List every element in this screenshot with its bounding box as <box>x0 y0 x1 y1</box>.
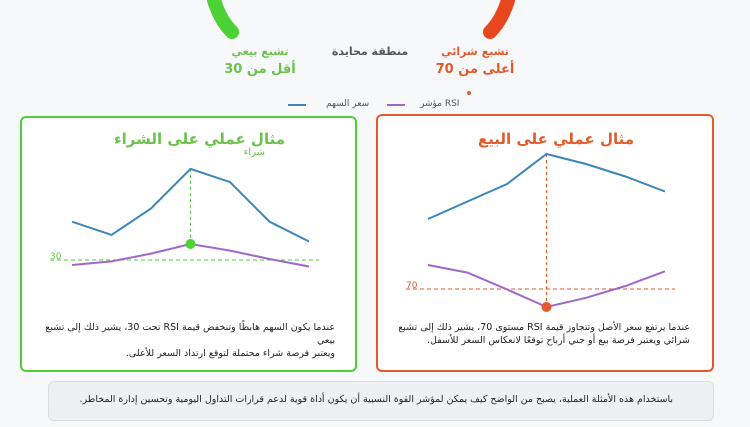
buy-example-title: مثال عملي على الشراء <box>113 130 285 148</box>
legend-rsi-swatch <box>387 104 405 106</box>
zone-oversold-label: تشبع بيعي <box>231 45 289 58</box>
sell-example-card: مثال عملي على البيع 70 عندما يرتفع سعر ا… <box>376 114 714 372</box>
sell-description: عندما يرتفع سعر الأصل وتتجاوز قيمة RSI م… <box>380 321 690 347</box>
sell-example-title: مثال عملي على البيع <box>477 130 634 148</box>
overbought-arc <box>483 0 515 39</box>
oversold-arc <box>207 0 239 39</box>
sell-level-label: 70 <box>406 281 418 291</box>
buy-description-line1: عندما يكون السهم هابطًا وتنخفض قيمة RSI … <box>45 322 335 346</box>
buy-chart-price-line <box>71 167 310 243</box>
zone-neutral: منطقة محايدة <box>330 45 410 58</box>
footer-text: باستخدام هذه الأمثلة العملية، يصبح من ال… <box>79 394 673 405</box>
zone-overbought-label: تشبع شرائي <box>441 45 509 58</box>
sell-description-line1: عندما يرتفع سعر الأصل وتتجاوز قيمة RSI م… <box>398 322 690 333</box>
zone-marker-dot <box>467 91 471 95</box>
sell-chart-price-line <box>427 152 666 220</box>
zone-overbought-threshold: أعلى من 70 <box>435 62 515 77</box>
buy-level-label: 30 <box>50 252 62 262</box>
zone-oversold: تشبع بيعي أقل من 30 <box>220 45 300 77</box>
legend-rsi-label: RSI مؤشر <box>420 99 460 109</box>
zone-overbought: تشبع شرائي أعلى من 70 <box>435 45 515 77</box>
sell-description-line2: شرائي ويعتبر فرصة بيع أو جني أرباح توقعً… <box>426 335 690 346</box>
buy-overlap-label: شراء <box>243 147 265 158</box>
zone-oversold-threshold: أقل من 30 <box>224 62 296 77</box>
legend-price-swatch <box>288 104 306 106</box>
footer-note: باستخدام هذه الأمثلة العملية، يصبح من ال… <box>48 381 714 421</box>
legend-price-label: سعر السهم <box>326 99 370 109</box>
zone-neutral-label: منطقة محايدة <box>331 45 409 58</box>
buy-description: عندما يكون السهم هابطًا وتنخفض قيمة RSI … <box>25 321 335 360</box>
buy-description-line2: ويعتبر فرصة شراء محتملة لتوقع ارتداد الس… <box>125 348 335 359</box>
buy-chart-signal-point <box>185 239 196 249</box>
gauge-arcs <box>207 0 515 39</box>
buy-chart <box>50 167 319 268</box>
buy-example-card: مثال عملي على الشراء شراء 30 عندما يكون … <box>20 116 357 372</box>
sell-chart-signal-point <box>541 302 552 312</box>
sell-chart <box>406 152 675 312</box>
